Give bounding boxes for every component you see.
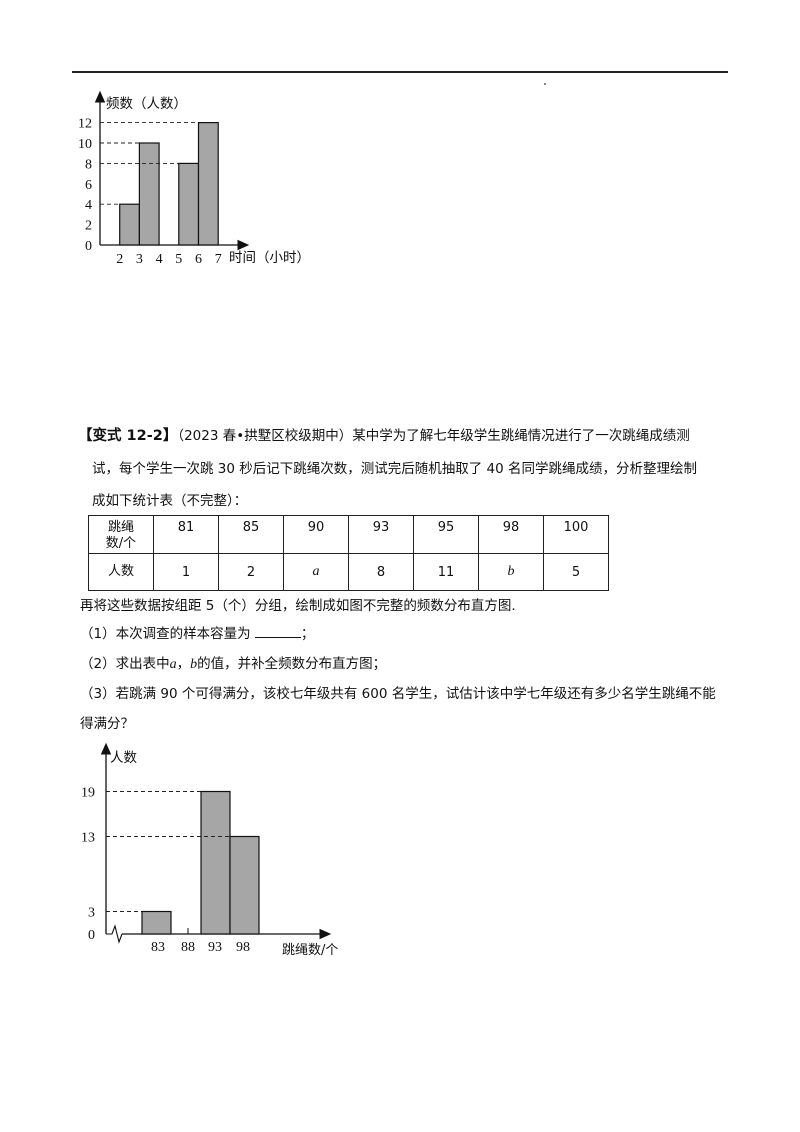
table-cell: 100	[543, 515, 609, 554]
table-cell: 90	[283, 515, 349, 554]
y-tick-label: 19	[81, 786, 95, 801]
y-axis-label: 频数（人数）	[106, 96, 187, 112]
question-1: （1）本次调查的样本容量为 ；	[80, 623, 740, 645]
histogram-bar	[178, 162, 200, 246]
y-tick-label: 13	[81, 831, 95, 846]
table-cell: a	[283, 553, 349, 591]
table-cell: 95	[413, 515, 479, 554]
after-table-text: 再将这些数据按组距 5（个）分组，绘制成如图不完整的频数分布直方图.	[80, 598, 516, 614]
problem-line-3: 成如下统计表（不完整）：	[92, 490, 752, 512]
x-tick-label: 2	[116, 252, 123, 267]
table-row-counts: 人数 1 2 a 8 11 b 5	[88, 553, 609, 591]
table-header-values: 跳绳 数/个	[88, 515, 154, 554]
problem-text-1: 某中学为了解七年级学生跳绳情况进行了一次跳绳成绩测	[352, 428, 690, 444]
question-2: （2）求出表中a，b的值，并补全频数分布直方图；	[80, 656, 387, 672]
x-tick-label: 3	[136, 252, 143, 267]
histogram-rope-skips: 人数 跳绳数/个 0 3 13 19 83 88 93 98	[81, 742, 338, 958]
table-cell: 81	[153, 515, 219, 554]
y-tick-label: 0	[85, 239, 92, 254]
y-tick-label: 12	[78, 117, 92, 132]
answer-blank	[254, 623, 301, 638]
histogram-bar	[197, 121, 219, 246]
stats-table: 跳绳 数/个 81 85 90 93 95 98 100 人数 1 2 a 8 1…	[88, 515, 609, 591]
question-3-line-2: 得满分？	[80, 716, 134, 732]
problem-text-3: 成如下统计表（不完整）：	[92, 493, 248, 509]
histogram-bar	[229, 835, 260, 935]
table-cell: 85	[218, 515, 284, 554]
speck	[544, 83, 546, 85]
table-cell: 11	[413, 553, 479, 591]
x-tick-label: 93	[208, 940, 222, 955]
y-tick-label: 6	[85, 178, 92, 193]
x-tick-label: 6	[195, 252, 202, 267]
x-axis-label: 跳绳数/个	[282, 943, 338, 958]
table-header-counts: 人数	[88, 553, 154, 591]
table-cell: 98	[478, 515, 544, 554]
x-tick-label: 83	[151, 940, 165, 955]
table-cell: 93	[348, 515, 414, 554]
table-cell: 8	[348, 553, 414, 591]
y-tick-label: 3	[88, 906, 95, 921]
question-3-line-1: （3）若跳满 90 个可得满分，该校七年级共有 600 名学生，试估计该中学七年…	[80, 686, 716, 702]
y-tick-label: 10	[78, 137, 92, 152]
axis-break	[106, 924, 123, 944]
y-axis-label: 人数	[110, 750, 137, 766]
x-tick-label: 5	[175, 252, 182, 267]
x-tick-label: 7	[215, 252, 222, 267]
table-cell: b	[478, 553, 544, 591]
histogram-bar	[138, 142, 160, 246]
histogram-bar	[119, 203, 141, 246]
x-tick-label: 88	[181, 940, 195, 955]
problem-source: （2023 春•拱墅区校级期中）	[177, 428, 353, 444]
problem-line-1: 【变式 12-2】（2023 春•拱墅区校级期中）某中学为了解七年级学生跳绳情况…	[78, 425, 738, 447]
y-tick-label: 2	[85, 219, 92, 234]
y-tick-label: 8	[85, 157, 92, 172]
header-rule	[72, 71, 728, 73]
x-tick-label: 4	[156, 252, 163, 267]
histogram-bar	[200, 790, 231, 935]
problem-line-2: 试，每个学生一次跳 30 秒后记下跳绳次数，测试完后随机抽取了 40 名同学跳绳…	[92, 458, 752, 480]
y-tick-label: 4	[85, 198, 92, 213]
problem-tag: 【变式 12-2】	[78, 428, 178, 444]
x-axis-label: 时间（小时）	[229, 250, 310, 266]
y-tick-label: 0	[88, 928, 95, 943]
table-row-values: 跳绳 数/个 81 85 90 93 95 98 100	[88, 515, 609, 554]
table-cell: 1	[153, 553, 219, 591]
histogram-bar	[141, 910, 172, 935]
table-cell: 2	[218, 553, 284, 591]
x-tick-label: 98	[236, 940, 250, 955]
problem-text-2: 试，每个学生一次跳 30 秒后记下跳绳次数，测试完后随机抽取了 40 名同学跳绳…	[92, 461, 698, 477]
table-cell: 5	[543, 553, 609, 591]
